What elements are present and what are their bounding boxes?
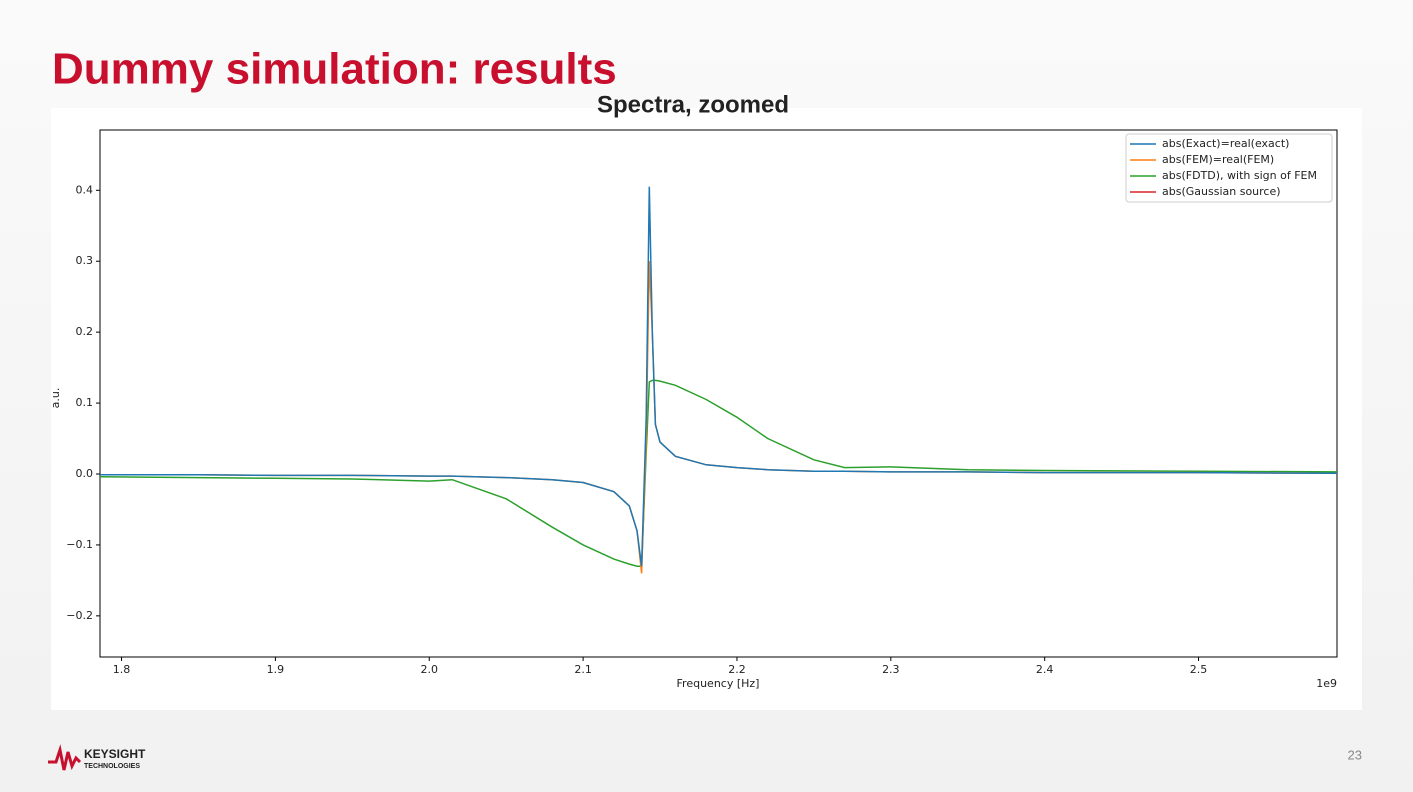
series-line (100, 186, 1337, 567)
logo-text: KEYSIGHT (84, 747, 146, 761)
x-tick-label: 1.9 (267, 663, 285, 676)
y-tick-label: 0.4 (76, 183, 94, 196)
x-tick-label: 2.3 (882, 663, 900, 676)
legend-label: abs(Gaussian source) (1162, 185, 1281, 198)
legend-box (1125, 133, 1333, 203)
x-tick-label: 2.0 (421, 663, 439, 676)
y-tick-label: 0.0 (76, 467, 94, 480)
y-tick-label: 0.3 (76, 254, 94, 267)
legend-label: abs(FEM)=real(FEM) (1162, 153, 1274, 166)
y-axis-label: a.u. (49, 388, 62, 409)
slide-title: Dummy simulation: results (52, 45, 617, 94)
y-tick-label: −0.2 (66, 609, 93, 622)
y-tick-label: −0.1 (66, 538, 93, 551)
legend-label: abs(Exact)=real(exact) (1162, 137, 1289, 150)
x-tick-label: 2.1 (574, 663, 592, 676)
x-tick-label: 2.5 (1190, 663, 1208, 676)
x-tick-label: 1.8 (113, 663, 131, 676)
chart-title: Spectra, zoomed (597, 91, 789, 118)
y-tick-label: 0.1 (76, 396, 94, 409)
x-tick-label: 2.4 (1036, 663, 1054, 676)
x-offset-label: 1e9 (1316, 677, 1337, 690)
x-tick-label: 2.2 (728, 663, 746, 676)
legend-label: abs(FDTD), with sign of FEM (1162, 169, 1317, 182)
axes-frame (99, 129, 1338, 658)
logo-subtext: TECHNOLOGIES (84, 763, 140, 770)
x-axis-label: Frequency [Hz] (677, 677, 760, 690)
y-tick-label: 0.2 (76, 325, 94, 338)
chart-panel (51, 108, 1362, 710)
page-number: 23 (1348, 747, 1362, 762)
logo-mark (48, 744, 82, 771)
series-line (100, 379, 1337, 567)
